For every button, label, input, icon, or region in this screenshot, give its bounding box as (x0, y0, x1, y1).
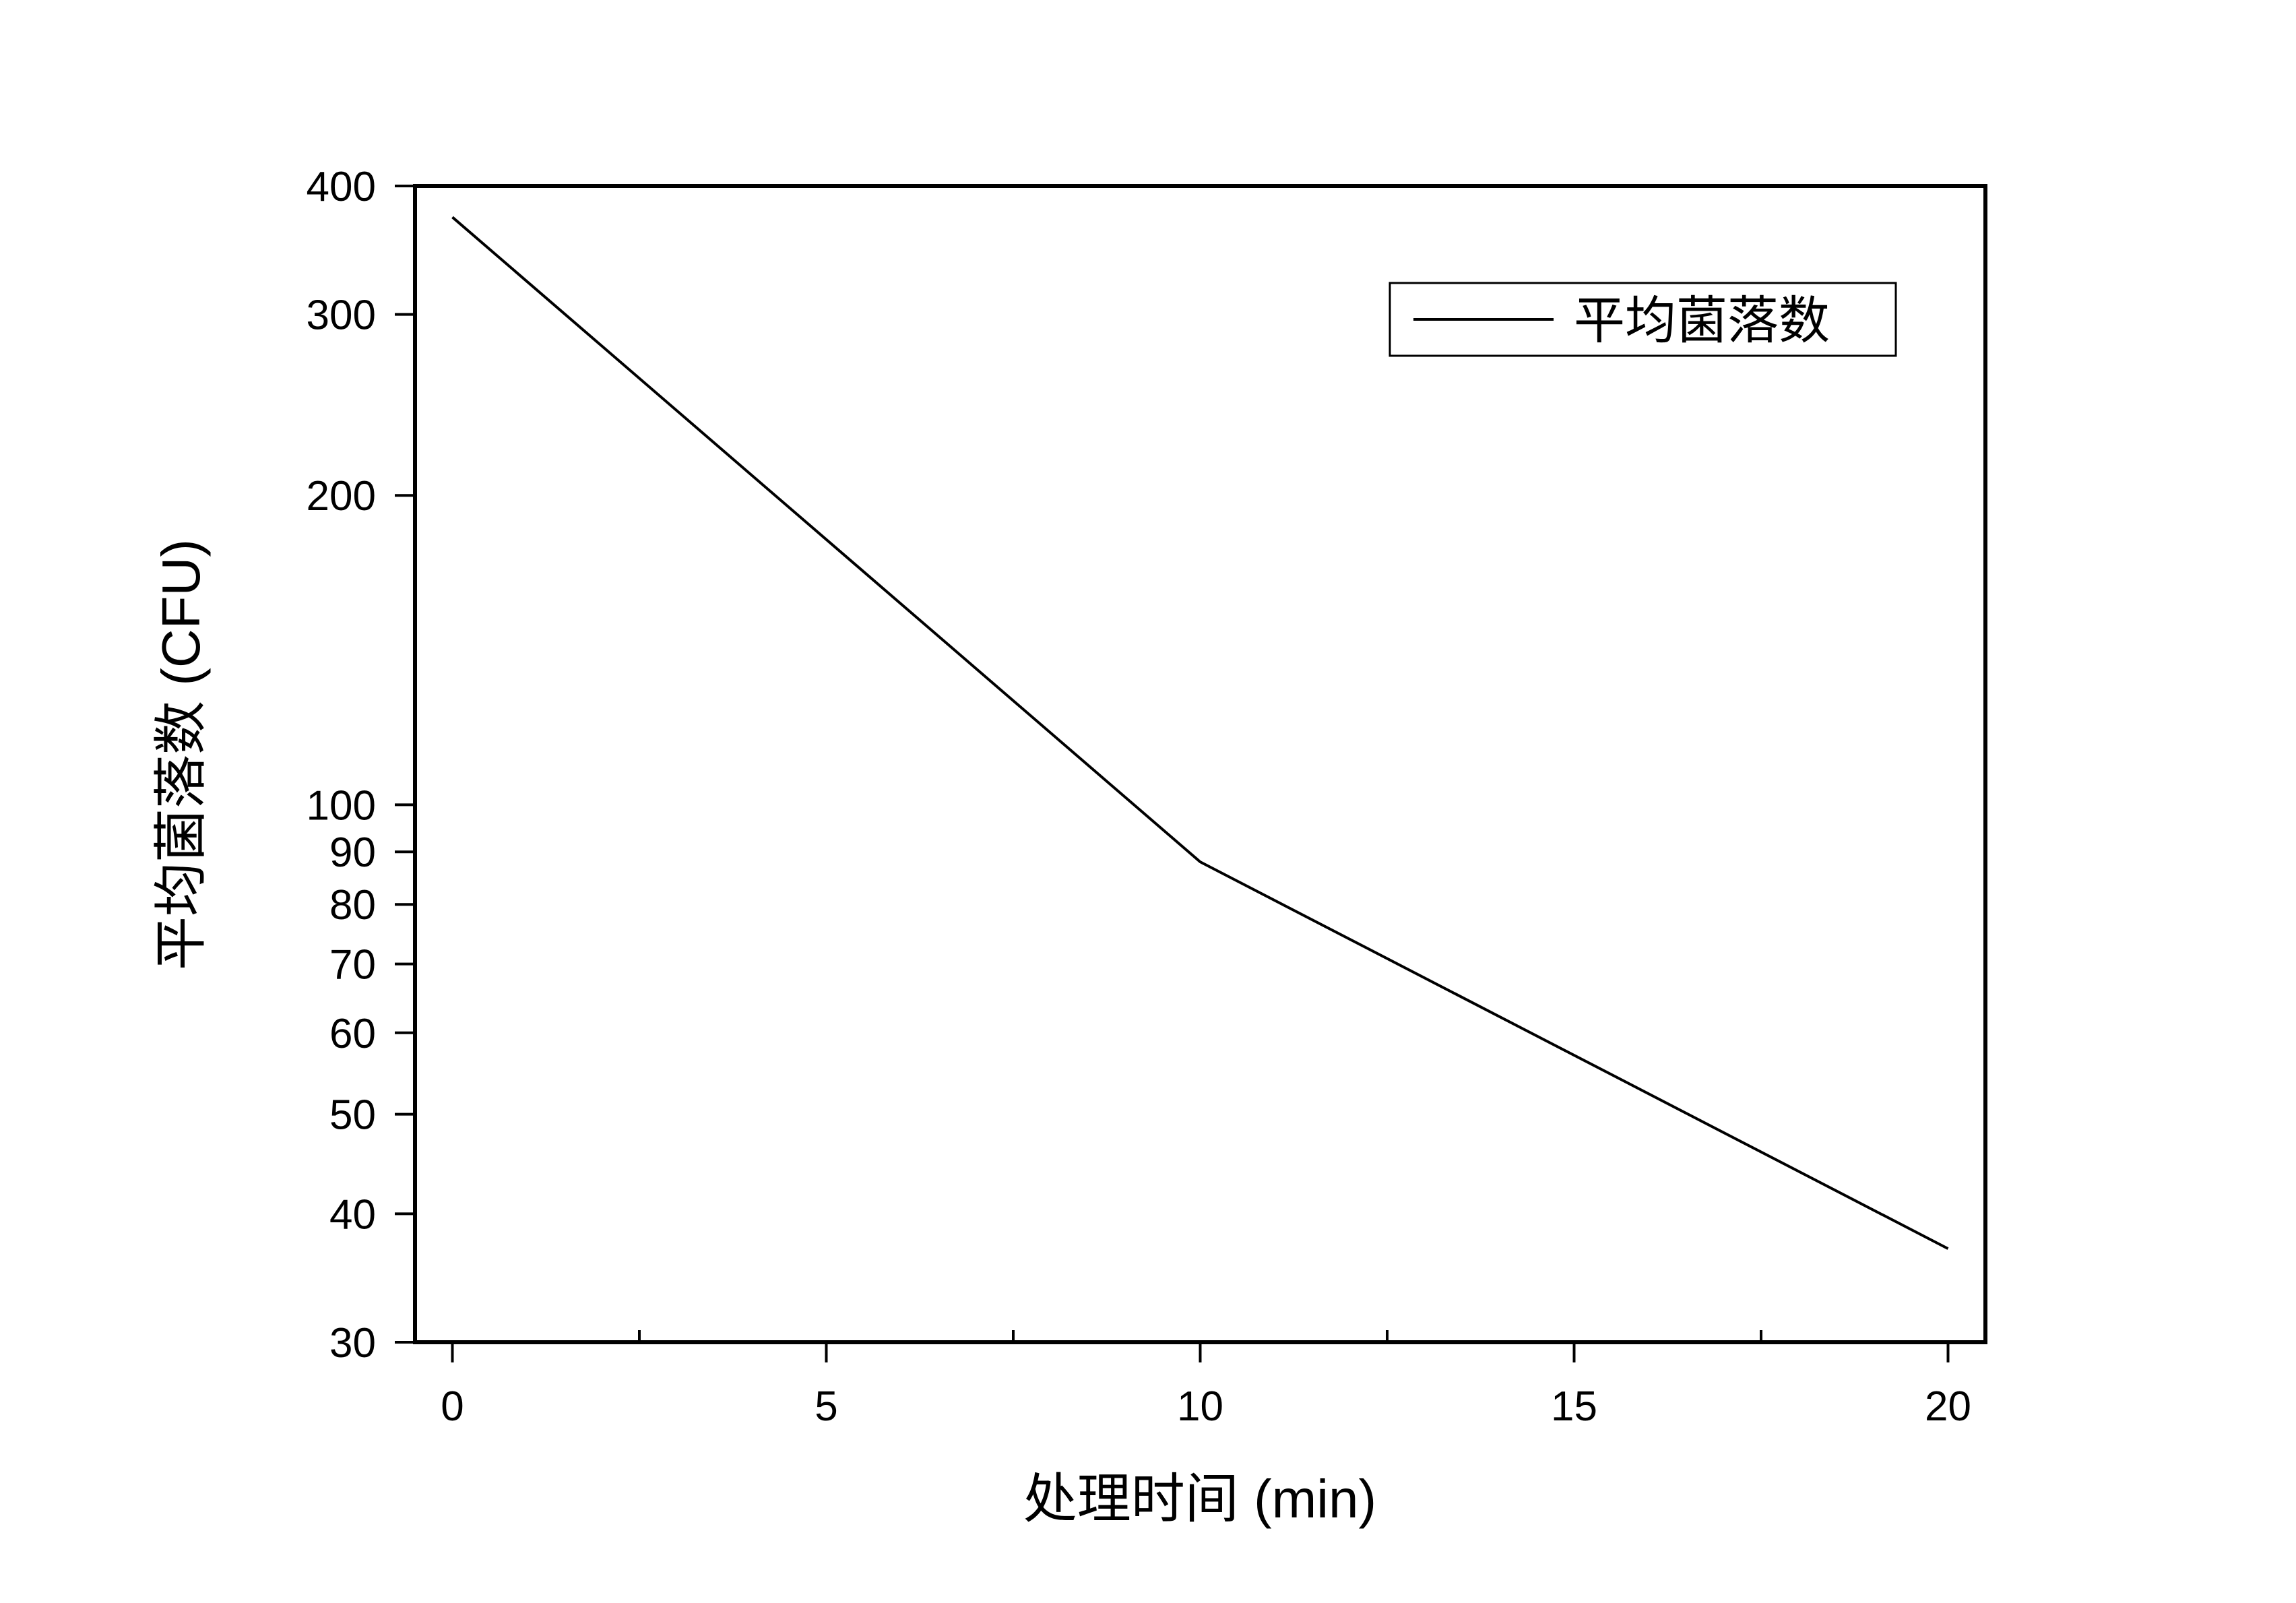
y-tick-label: 70 (329, 942, 376, 988)
y-tick-label: 90 (329, 829, 376, 876)
y-tick-label: 80 (329, 882, 376, 929)
y-tick-label: 300 (307, 292, 376, 339)
y-tick-label: 100 (307, 782, 376, 829)
x-axis-title: 处理时间 (min) (1023, 1469, 1376, 1529)
y-tick-label: 200 (307, 473, 376, 520)
x-tick-label: 20 (1925, 1383, 1971, 1430)
series-line (451, 216, 1949, 1250)
y-tick-label: 40 (329, 1191, 376, 1238)
x-tick-label: 5 (815, 1383, 837, 1430)
legend: 平均菌落数 (1389, 282, 1897, 357)
y-axis-title: 平均菌落数 (CFU) (151, 539, 211, 970)
x-tick-label: 0 (441, 1383, 464, 1430)
plot-frame (413, 184, 1987, 1344)
y-tick-label: 60 (329, 1011, 376, 1057)
y-tick-label: 50 (329, 1092, 376, 1139)
x-axis-ticks: 0 5 10 15 20 (441, 1330, 1971, 1430)
y-tick-label: 400 (307, 164, 376, 210)
y-tick-label: 30 (329, 1320, 376, 1366)
x-tick-label: 10 (1177, 1383, 1223, 1430)
legend-label: 平均菌落数 (1574, 292, 1830, 350)
x-tick-label: 15 (1551, 1383, 1597, 1430)
